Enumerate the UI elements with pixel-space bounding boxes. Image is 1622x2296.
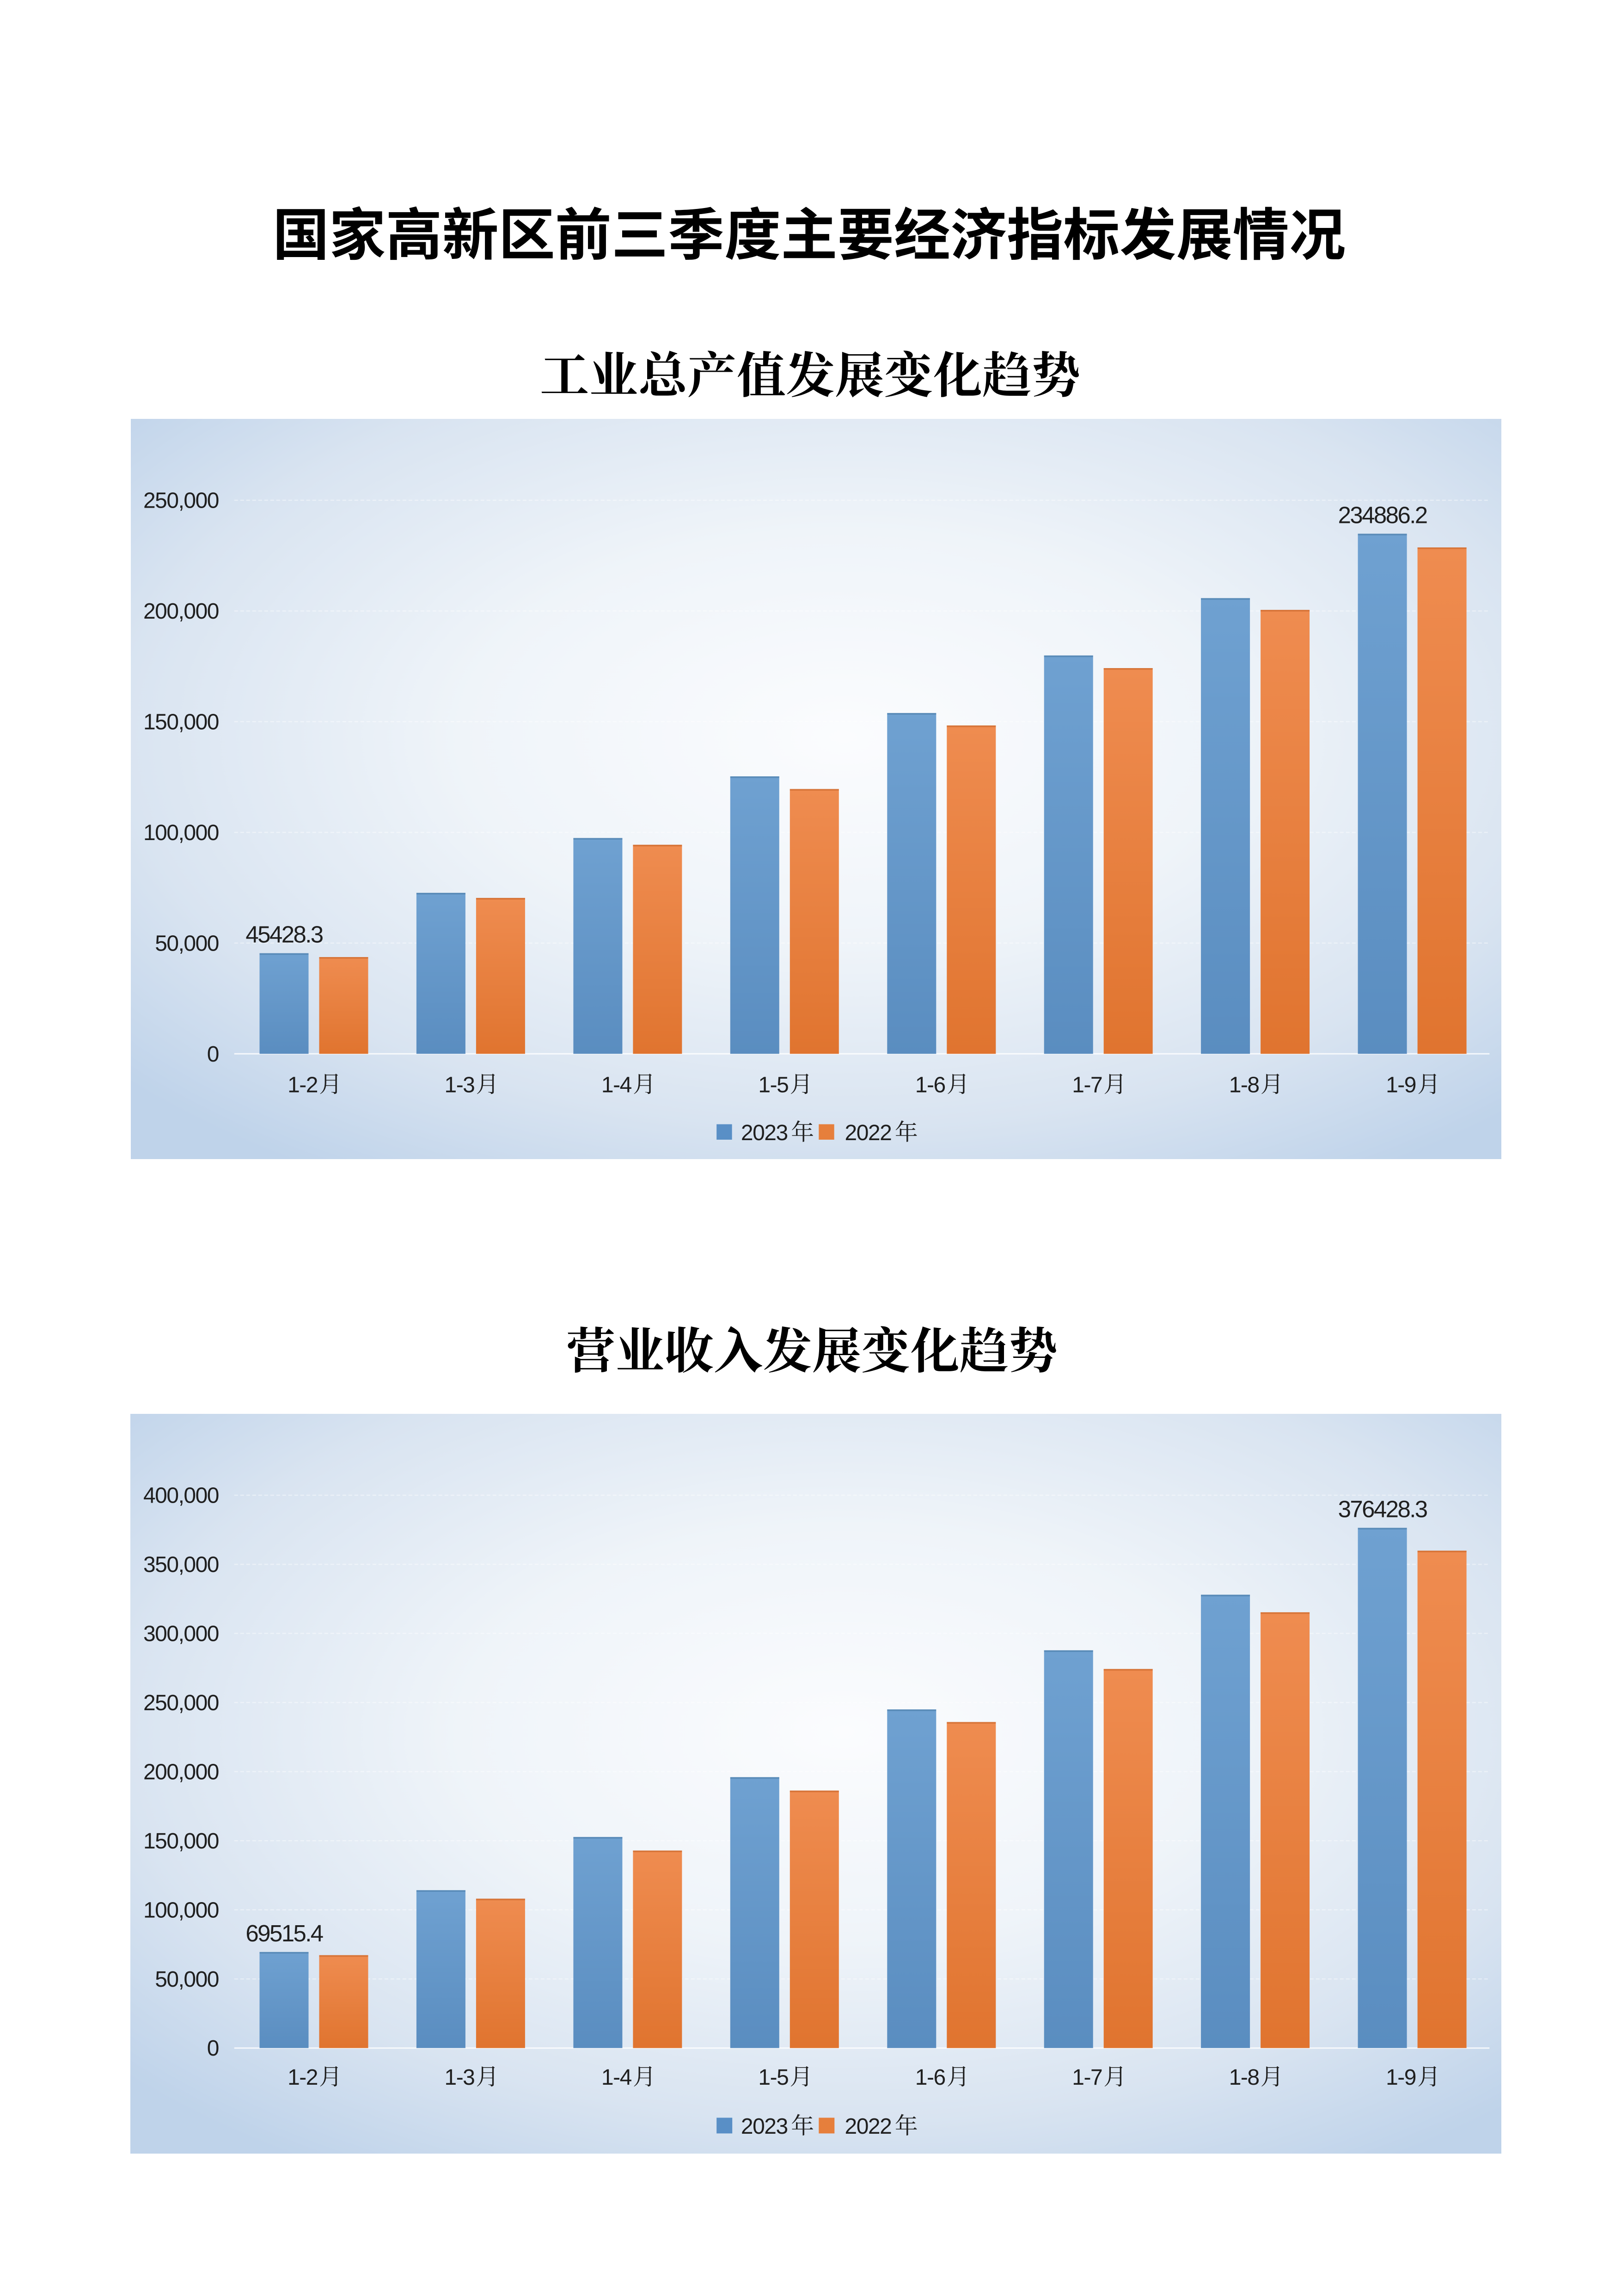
svg-text:200,000: 200,000 (143, 599, 219, 624)
svg-text:0: 0 (207, 2036, 219, 2061)
svg-text:250,000: 250,000 (143, 489, 219, 513)
svg-text:1-7: 1-7 (1072, 1073, 1102, 1097)
svg-text:1-5: 1-5 (758, 2065, 788, 2090)
svg-text:1-2: 1-2 (288, 1073, 318, 1097)
svg-text:1-4: 1-4 (601, 1073, 632, 1097)
svg-text:2022: 2022 (845, 1121, 892, 1145)
svg-text:1-4: 1-4 (601, 2065, 632, 2090)
svg-text:1-8: 1-8 (1229, 1073, 1259, 1097)
svg-text:1-5: 1-5 (758, 1073, 788, 1097)
svg-text:400,000: 400,000 (143, 1484, 219, 1508)
svg-text:300,000: 300,000 (143, 1622, 219, 1646)
svg-text:376428.3: 376428.3 (1338, 1496, 1427, 1522)
svg-text:250,000: 250,000 (143, 1691, 219, 1715)
svg-text:69515.4: 69515.4 (245, 1920, 323, 1946)
svg-text:100,000: 100,000 (143, 821, 219, 845)
svg-text:234886.2: 234886.2 (1338, 502, 1427, 528)
svg-text:2023: 2023 (741, 2114, 788, 2139)
svg-text:350,000: 350,000 (143, 1553, 219, 1577)
svg-text:50,000: 50,000 (155, 1967, 219, 1992)
svg-text:1-3: 1-3 (445, 2065, 475, 2090)
svg-text:150,000: 150,000 (143, 710, 219, 734)
svg-text:200,000: 200,000 (143, 1760, 219, 1784)
svg-text:1-8: 1-8 (1229, 2065, 1259, 2090)
svg-text:0: 0 (207, 1042, 219, 1067)
svg-text:1-6: 1-6 (915, 2065, 945, 2090)
svg-text:50,000: 50,000 (155, 931, 219, 956)
svg-text:45428.3: 45428.3 (245, 921, 323, 948)
svg-text:150,000: 150,000 (143, 1829, 219, 1854)
svg-text:1-6: 1-6 (915, 1073, 945, 1097)
svg-text:1-9: 1-9 (1386, 2065, 1416, 2090)
svg-text:1-9: 1-9 (1386, 1073, 1416, 1097)
svg-text:1-3: 1-3 (445, 1073, 475, 1097)
svg-text:2022: 2022 (845, 2114, 892, 2139)
svg-text:2023: 2023 (741, 1121, 788, 1145)
svg-text:1-2: 1-2 (288, 2065, 318, 2090)
svg-text:1-7: 1-7 (1072, 2065, 1102, 2090)
svg-text:100,000: 100,000 (143, 1898, 219, 1922)
